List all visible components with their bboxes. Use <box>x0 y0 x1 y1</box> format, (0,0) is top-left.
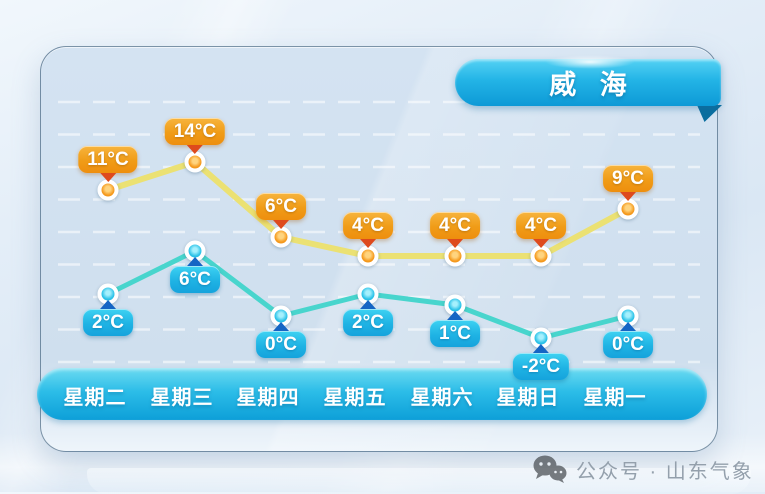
card-bottom-glass <box>87 468 751 494</box>
low-temperature-value-label: 0°C <box>256 331 306 358</box>
city-banner: 威 海 <box>455 55 721 106</box>
high-temperature-value-label: 9°C <box>603 165 653 192</box>
weekday-label: 星期三 <box>150 387 214 409</box>
weekday-bar <box>37 368 707 420</box>
weekday-label: 星期日 <box>496 387 560 409</box>
weekday-label: 星期六 <box>410 387 474 409</box>
high-temperature-point <box>444 245 466 267</box>
city-title: 威 海 <box>549 70 635 100</box>
wechat-icon <box>533 455 567 483</box>
high-temperature-value-label: 11°C <box>78 146 138 173</box>
weekday-label: 星期二 <box>63 387 127 409</box>
high-temperature-point <box>530 245 552 267</box>
watermark-text: 公众号 · 山东气象 <box>576 460 754 483</box>
high-temperature-point <box>357 245 379 267</box>
high-temperature-value-label: 4°C <box>516 212 566 239</box>
high-temperature-value-label: 4°C <box>430 212 480 239</box>
low-temperature-value-label: 0°C <box>603 331 653 358</box>
high-temperature-point <box>270 226 292 248</box>
high-temperature-point <box>184 151 206 173</box>
weekday-label: 星期一 <box>583 387 647 409</box>
weekday-label: 星期五 <box>323 387 387 409</box>
watermark: 公众号 · 山东气象 <box>532 454 754 484</box>
low-temperature-value-label: 2°C <box>83 309 133 336</box>
weekday-label: 星期四 <box>236 387 300 409</box>
low-temperature-value-label: -2°C <box>512 353 570 380</box>
high-temperature-point <box>617 198 639 220</box>
low-temperature-value-label: 1°C <box>430 320 480 347</box>
high-temperature-value-label: 4°C <box>343 212 393 239</box>
low-temperature-value-label: 6°C <box>170 266 220 293</box>
high-temperature-value-label: 14°C <box>164 118 226 145</box>
high-temperature-value-label: 6°C <box>256 193 306 220</box>
low-temperature-value-label: 2°C <box>343 309 393 336</box>
high-temperature-point <box>97 179 119 201</box>
